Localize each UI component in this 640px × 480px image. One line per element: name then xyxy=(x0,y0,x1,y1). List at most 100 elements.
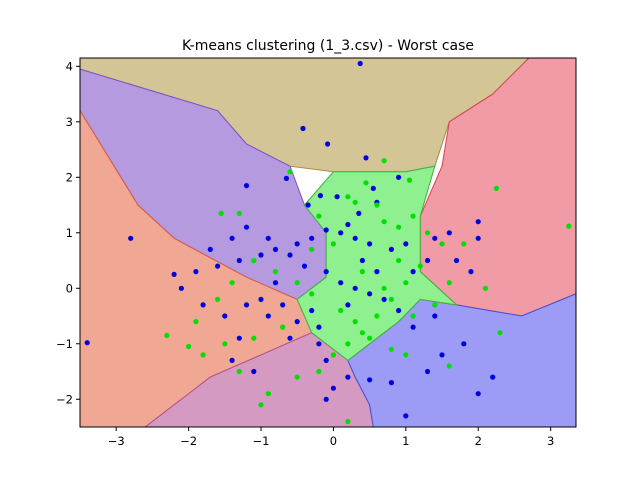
data-point-s1-38 xyxy=(367,335,373,341)
data-point-s1-28 xyxy=(164,332,170,338)
data-point-s1-54 xyxy=(396,257,402,264)
data-point-s0-55 xyxy=(367,291,373,297)
x-tick-label-0: −3 xyxy=(108,434,125,448)
data-point-s0-2 xyxy=(325,141,331,147)
data-point-s0-44 xyxy=(388,380,394,386)
data-point-s1-14 xyxy=(417,263,423,269)
data-point-s0-72 xyxy=(410,269,416,275)
data-point-s1-1 xyxy=(406,177,413,183)
data-point-s1-10 xyxy=(410,213,416,219)
plot-frame xyxy=(79,57,577,428)
data-point-s0-64 xyxy=(207,246,213,252)
data-point-s0-37 xyxy=(309,307,315,314)
data-point-s0-11 xyxy=(345,221,351,228)
data-point-s1-24 xyxy=(258,402,264,408)
data-point-s0-13 xyxy=(323,227,329,233)
data-point-s1-29 xyxy=(193,319,199,325)
data-point-s0-49 xyxy=(475,391,481,397)
data-point-s1-4 xyxy=(218,210,224,216)
data-point-s1-9 xyxy=(396,224,402,230)
data-point-s1-33 xyxy=(272,269,279,275)
data-point-s0-41 xyxy=(330,385,336,391)
data-point-s0-19 xyxy=(294,241,300,247)
data-point-s0-27 xyxy=(84,340,90,346)
data-point-s0-30 xyxy=(222,313,228,319)
data-point-s1-21 xyxy=(316,368,322,375)
chart-title: K-means clustering (1_3.csv) - Worst cas… xyxy=(182,38,474,54)
data-point-s0-9 xyxy=(305,202,311,208)
x-tick-label-3: 0 xyxy=(330,434,337,448)
data-point-s0-77 xyxy=(287,335,293,341)
data-point-s1-40 xyxy=(403,352,409,358)
data-point-s1-13 xyxy=(461,241,467,247)
data-point-s0-78 xyxy=(258,296,264,302)
data-point-s1-16 xyxy=(388,296,394,302)
data-point-s1-41 xyxy=(446,363,452,369)
data-point-s0-14 xyxy=(352,235,358,241)
data-point-s1-32 xyxy=(251,257,257,264)
data-point-s0-16 xyxy=(388,246,394,252)
data-point-s1-37 xyxy=(352,319,358,325)
data-point-s0-79 xyxy=(243,302,250,308)
data-point-s0-57 xyxy=(338,280,344,286)
x-tick-label-5: 2 xyxy=(475,434,482,448)
data-point-s1-35 xyxy=(309,291,315,297)
data-point-s1-22 xyxy=(294,374,300,380)
data-point-s0-59 xyxy=(301,263,308,269)
y-tick-label-4: 2 xyxy=(66,170,73,184)
data-point-s0-6 xyxy=(243,183,250,189)
scatter-points xyxy=(84,60,572,425)
data-point-s1-51 xyxy=(330,241,336,247)
data-point-s0-51 xyxy=(432,313,438,319)
data-point-s1-20 xyxy=(330,352,336,358)
data-point-s1-52 xyxy=(359,269,365,275)
x-tick-label-6: 3 xyxy=(547,434,554,448)
data-point-s0-35 xyxy=(280,302,286,308)
x-tick-label-4: 1 xyxy=(402,434,409,448)
data-point-s0-0 xyxy=(357,60,363,67)
data-point-s1-59 xyxy=(186,343,192,350)
data-point-s1-26 xyxy=(222,341,228,347)
data-point-s0-38 xyxy=(316,341,322,347)
data-point-s1-53 xyxy=(381,285,387,291)
data-point-s1-5 xyxy=(236,210,242,216)
data-point-s1-58 xyxy=(345,418,351,425)
data-point-s1-45 xyxy=(432,302,438,308)
data-point-s0-26 xyxy=(128,235,134,241)
data-point-s0-31 xyxy=(236,335,242,341)
data-point-s0-42 xyxy=(323,396,329,402)
data-point-s0-71 xyxy=(425,257,431,264)
data-point-s1-42 xyxy=(497,330,503,336)
data-point-s0-7 xyxy=(317,193,323,199)
data-point-s0-39 xyxy=(323,357,329,363)
data-point-s0-62 xyxy=(243,224,250,230)
data-point-s0-68 xyxy=(475,235,481,241)
data-point-s0-50 xyxy=(490,374,496,380)
data-point-s1-18 xyxy=(359,330,365,336)
data-point-s1-36 xyxy=(338,307,344,314)
voronoi-regions xyxy=(80,58,576,427)
data-point-s0-18 xyxy=(309,235,315,241)
y-tick-label-2: 0 xyxy=(66,281,73,295)
data-point-s1-19 xyxy=(345,341,351,347)
data-point-s0-75 xyxy=(345,302,351,308)
data-point-s0-67 xyxy=(468,269,474,275)
y-tick-label-5: 3 xyxy=(66,115,73,129)
data-point-s0-69 xyxy=(475,219,481,225)
data-point-s1-0 xyxy=(363,180,369,186)
data-point-s1-46 xyxy=(410,313,416,319)
data-point-s0-47 xyxy=(439,352,445,358)
data-point-s0-21 xyxy=(258,252,264,258)
data-point-s0-32 xyxy=(229,357,235,363)
data-point-s1-47 xyxy=(287,169,293,175)
data-point-s0-5 xyxy=(396,174,402,180)
data-point-s1-55 xyxy=(309,246,315,252)
data-point-s1-39 xyxy=(388,346,394,352)
data-point-s0-60 xyxy=(287,252,293,258)
data-point-s0-46 xyxy=(425,368,431,375)
data-point-s0-10 xyxy=(370,185,376,191)
data-point-s0-29 xyxy=(200,302,206,308)
data-point-s1-6 xyxy=(374,202,380,208)
data-point-s0-65 xyxy=(432,235,438,241)
data-point-s0-3 xyxy=(363,155,369,161)
